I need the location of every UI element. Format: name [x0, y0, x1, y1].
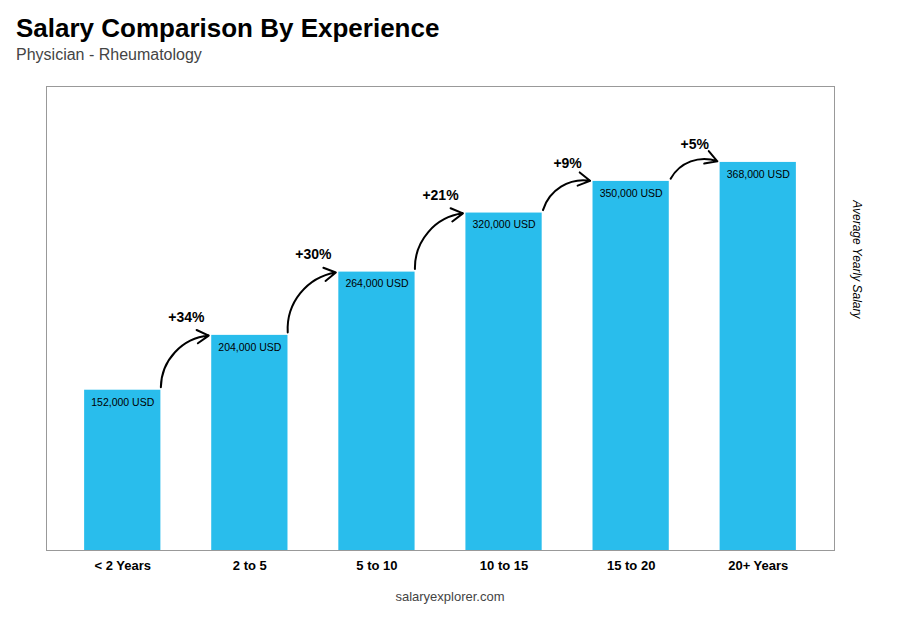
svg-text:264,000 USD: 264,000 USD — [345, 277, 408, 289]
html-text:Physician - Rheumatology: Physician - Rheumatology — [16, 46, 202, 63]
svg-text:+5%: +5% — [680, 136, 709, 152]
svg-text:< 2 Years: < 2 Years — [95, 558, 152, 573]
html-text:Salary Comparison By Experienc: Salary Comparison By Experience — [16, 13, 440, 43]
svg-text:5 to 10: 5 to 10 — [356, 558, 397, 573]
svg-text:+21%: +21% — [422, 187, 459, 203]
svg-text:320,000 USD: 320,000 USD — [473, 218, 536, 230]
svg-text:152,000 USD: 152,000 USD — [91, 396, 154, 408]
svg-text:368,000 USD: 368,000 USD — [727, 168, 790, 180]
svg-text:204,000 USD: 204,000 USD — [218, 341, 281, 353]
svg-text:15 to 20: 15 to 20 — [607, 558, 655, 573]
svg-text:+34%: +34% — [168, 309, 205, 325]
html-text:salaryexplorer.com: salaryexplorer.com — [395, 589, 505, 604]
svg-text:2 to 5: 2 to 5 — [233, 558, 267, 573]
svg-text:Average Yearly Salary: Average Yearly Salary — [850, 199, 864, 319]
svg-text:+30%: +30% — [295, 246, 332, 262]
svg-text:10 to 15: 10 to 15 — [480, 558, 528, 573]
svg-text:20+ Years: 20+ Years — [728, 558, 788, 573]
svg-text:+9%: +9% — [553, 155, 582, 171]
svg-text:350,000 USD: 350,000 USD — [600, 187, 663, 199]
